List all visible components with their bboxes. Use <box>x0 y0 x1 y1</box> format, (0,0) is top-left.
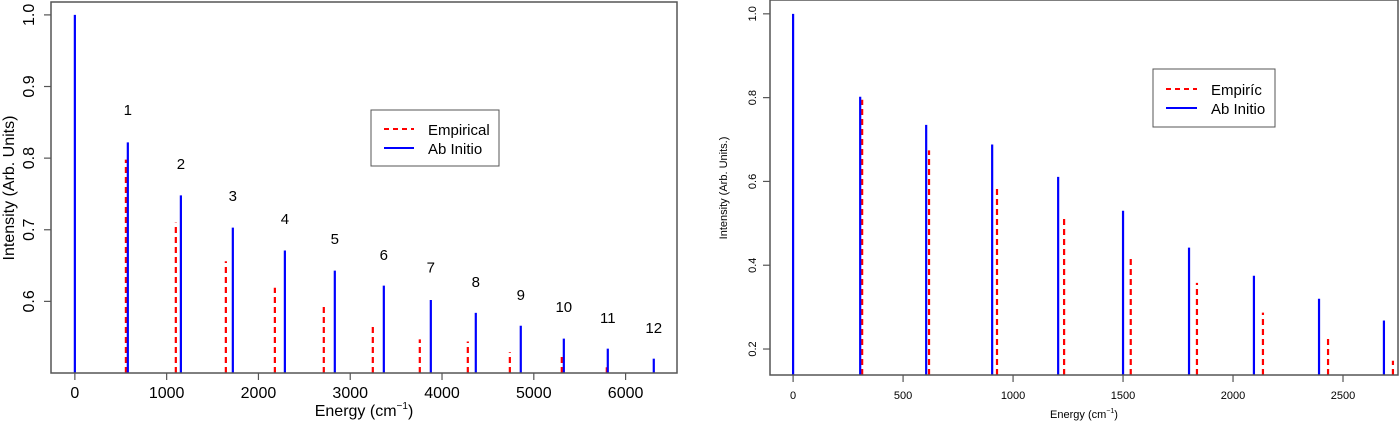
x-tick-label: 6000 <box>608 385 644 402</box>
x-tick-label: 0 <box>790 390 796 402</box>
peak-number-label: 8 <box>472 274 480 291</box>
x-tick-label: 1500 <box>1111 390 1135 402</box>
right-legend: Empiríc Ab Initio <box>1152 68 1276 128</box>
peak-number-label: 9 <box>517 287 525 304</box>
peak-number-label: 12 <box>645 320 662 337</box>
legend-ab-initio-label: Ab Initio <box>428 141 482 158</box>
left-x-axis: 0 1000 2000 3000 4000 5000 6000 <box>70 373 643 402</box>
y-tick-label: 0.8 <box>747 90 759 105</box>
legend-empiric-label: Empiríc <box>1211 82 1262 99</box>
right-legend-box <box>1152 68 1276 128</box>
y-tick-label: 0.4 <box>747 258 759 273</box>
y-tick-label: 0.6 <box>21 290 38 312</box>
right-plot-frame <box>769 0 1399 376</box>
left-legend: Empirical Ab Initio <box>370 109 500 167</box>
left-x-axis-title: Energy (cm−1) <box>315 401 414 420</box>
legend-empirical-label: Empirical <box>428 122 490 139</box>
x-tick-label: 0 <box>70 385 79 402</box>
left-y-axis: 0.6 0.7 0.8 0.9 1.0 <box>21 4 51 313</box>
peak-number-label: 7 <box>427 260 435 277</box>
y-tick-label: 0.8 <box>21 147 38 169</box>
y-tick-label: 0.2 <box>747 341 759 356</box>
peak-number-label: 2 <box>177 156 185 173</box>
left-plot-sticks <box>73 14 655 373</box>
peak-number-label: 10 <box>555 299 572 316</box>
peak-number-label: 4 <box>281 211 289 228</box>
x-tick-label: 5000 <box>516 385 552 402</box>
peak-number-label: 5 <box>331 231 339 248</box>
peak-number-label: 1 <box>124 102 132 119</box>
right-x-axis: 0 500 1000 1500 2000 2500 <box>790 375 1355 402</box>
peak-number-label: 11 <box>600 310 616 327</box>
y-tick-label: 0.6 <box>747 174 759 189</box>
x-tick-label: 2500 <box>1331 390 1355 402</box>
x-tick-label: 2000 <box>1221 390 1245 402</box>
left-plot-frame <box>50 1 678 374</box>
peak-number-label: 6 <box>380 247 388 264</box>
right-chart: 0 500 1000 1500 2000 2500 0.2 0.4 0.6 0.8 1.0 Int… <box>718 0 1399 421</box>
y-tick-label: 1.0 <box>747 6 759 21</box>
right-plot-sticks <box>791 13 1395 375</box>
x-tick-label: 1000 <box>1001 390 1025 402</box>
x-tick-label: 2000 <box>241 385 277 402</box>
y-tick-label: 0.7 <box>21 219 38 241</box>
right-y-axis-title: Intensity (Arb. Units.) <box>718 137 730 240</box>
left-y-axis-title: Intensity (Arb. Units) <box>1 116 18 261</box>
x-tick-label: 3000 <box>332 385 368 402</box>
left-legend-box <box>370 109 500 167</box>
right-y-axis: 0.2 0.4 0.6 0.8 1.0 <box>747 6 770 357</box>
peak-number-label: 3 <box>229 188 237 205</box>
x-tick-label: 1000 <box>149 385 185 402</box>
right-x-axis-title: Energy (cm−1) <box>1050 408 1118 421</box>
x-tick-label: 4000 <box>424 385 460 402</box>
y-tick-label: 0.9 <box>21 75 38 97</box>
y-tick-label: 1.0 <box>21 4 38 26</box>
x-tick-label: 500 <box>894 390 912 402</box>
legend-ab-initio-label: Ab Initio <box>1211 101 1265 118</box>
